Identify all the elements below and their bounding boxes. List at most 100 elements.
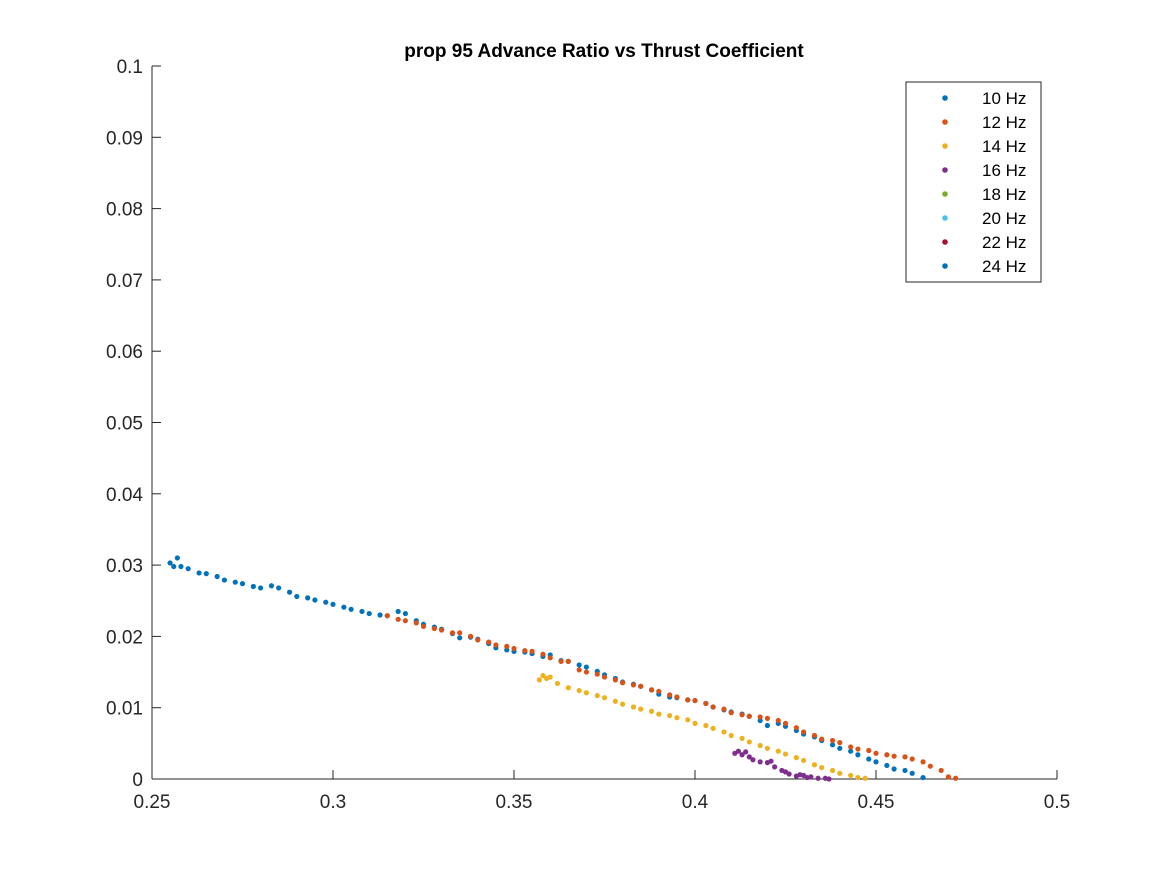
data-point [703, 701, 708, 706]
data-point [812, 762, 817, 767]
data-point [801, 758, 806, 763]
data-point [638, 707, 643, 712]
data-point [739, 736, 744, 741]
y-tick-label: 0.1 [117, 57, 143, 78]
x-tick-label: 0.4 [682, 792, 709, 813]
data-point [312, 597, 317, 602]
data-point [457, 630, 462, 635]
data-point [765, 746, 770, 751]
data-point [577, 662, 582, 667]
data-point [584, 690, 589, 695]
data-point [457, 635, 462, 640]
data-point [855, 775, 860, 780]
y-tick-label: 0.02 [106, 627, 143, 648]
data-point [504, 644, 509, 649]
legend-marker [942, 95, 948, 101]
data-point [493, 642, 498, 647]
data-point [577, 688, 582, 693]
data-point [555, 681, 560, 686]
data-point [830, 738, 835, 743]
data-point [656, 689, 661, 694]
data-point [620, 680, 625, 685]
data-point [613, 699, 618, 704]
data-point [276, 585, 281, 590]
data-point [171, 564, 176, 569]
data-point [396, 617, 401, 622]
data-point [776, 718, 781, 723]
data-point [204, 571, 209, 576]
data-point [794, 725, 799, 730]
data-point [566, 659, 571, 664]
chart-title: prop 95 Advance Ratio vs Thrust Coeffici… [404, 41, 804, 62]
data-point [537, 677, 542, 682]
data-point [743, 749, 748, 754]
legend[interactable]: 10 Hz 12 Hz 14 Hz 16 Hz 18 Hz 20 Hz 22 Hz 24 Hz [906, 82, 1041, 282]
data-point [848, 773, 853, 778]
data-point [421, 624, 426, 629]
legend-marker [942, 119, 948, 125]
data-point [953, 776, 958, 781]
data-point [892, 754, 897, 759]
legend-label: 10 Hz [982, 89, 1026, 108]
data-point [385, 613, 390, 618]
legend-label: 14 Hz [982, 137, 1026, 156]
data-point [468, 634, 473, 639]
data-point [294, 594, 299, 599]
data-point [540, 652, 545, 657]
data-point [269, 583, 274, 588]
data-point [258, 585, 263, 590]
data-point [674, 694, 679, 699]
data-point [631, 704, 636, 709]
data-point [196, 570, 201, 575]
data-point [367, 611, 372, 616]
data-point [776, 749, 781, 754]
data-point [815, 776, 820, 781]
data-point [396, 609, 401, 614]
data-point [855, 746, 860, 751]
data-point [866, 748, 871, 753]
data-point [377, 612, 382, 617]
data-point [739, 712, 744, 717]
data-point [721, 707, 726, 712]
y-tick-label: 0.09 [106, 128, 143, 149]
data-point [450, 630, 455, 635]
data-point [620, 702, 625, 707]
data-point [439, 627, 444, 632]
y-tick-label: 0.05 [106, 414, 143, 435]
legend-label: 16 Hz [982, 161, 1026, 180]
legend-label: 24 Hz [982, 257, 1026, 276]
x-tick-label: 0.35 [496, 792, 533, 813]
legend-label: 18 Hz [982, 185, 1026, 204]
data-point [323, 600, 328, 605]
legend-marker [942, 215, 948, 221]
data-point [566, 685, 571, 690]
data-point [359, 609, 364, 614]
data-point [711, 726, 716, 731]
data-point [287, 590, 292, 595]
data-point [403, 611, 408, 616]
data-point [747, 714, 752, 719]
data-point [758, 714, 763, 719]
data-point [432, 626, 437, 631]
data-point [837, 771, 842, 776]
data-point [772, 764, 777, 769]
data-point [801, 729, 806, 734]
data-point [884, 752, 889, 757]
x-tick-label: 0.45 [858, 792, 895, 813]
data-point [750, 757, 755, 762]
data-point [631, 682, 636, 687]
data-point [577, 667, 582, 672]
data-point [685, 717, 690, 722]
data-point [667, 692, 672, 697]
data-point [414, 620, 419, 625]
data-point [920, 775, 925, 780]
data-point [602, 695, 607, 700]
data-point [721, 729, 726, 734]
x-tick-label: 0.25 [134, 792, 171, 813]
data-point [794, 755, 799, 760]
data-point [511, 646, 516, 651]
data-point [902, 768, 907, 773]
data-point [595, 672, 600, 677]
data-point [819, 765, 824, 770]
